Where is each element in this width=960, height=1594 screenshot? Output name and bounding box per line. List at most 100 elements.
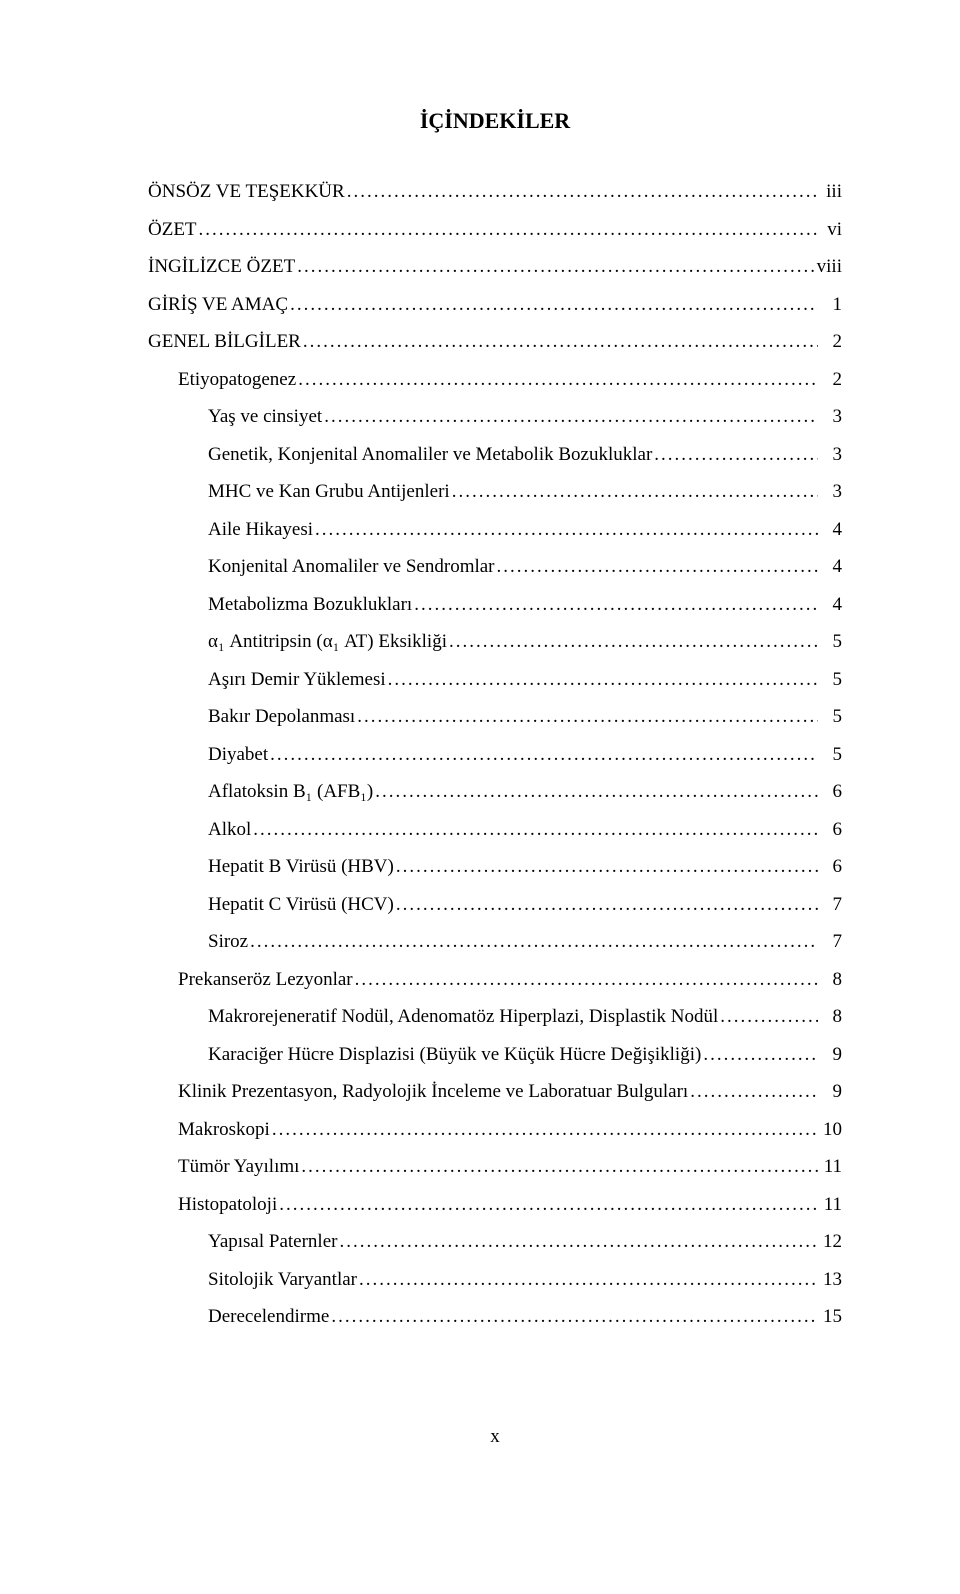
toc-leader-dots bbox=[313, 520, 818, 539]
toc-entry-label: GİRİŞ VE AMAÇ bbox=[148, 295, 288, 314]
toc-entry-label: Derecelendirme bbox=[208, 1307, 329, 1326]
toc-leader-dots bbox=[688, 1082, 818, 1101]
toc-entry-page: 11 bbox=[818, 1157, 842, 1176]
toc-entry: Tümör Yayılımı 11 bbox=[148, 1157, 842, 1176]
toc-entry: Siroz7 bbox=[148, 932, 842, 951]
toc-entry: Karaciğer Hücre Displazisi (Büyük ve Küç… bbox=[148, 1045, 842, 1064]
toc-leader-dots bbox=[295, 257, 816, 276]
toc-entry-label: Yaş ve cinsiyet bbox=[208, 407, 322, 426]
toc-leader-dots bbox=[394, 857, 818, 876]
toc-entry-label: Makrorejeneratif Nodül, Adenomatöz Hiper… bbox=[208, 1007, 718, 1026]
toc-leader-dots bbox=[251, 820, 818, 839]
toc-entry-page: 4 bbox=[818, 557, 842, 576]
toc-entry: α₁ Antitripsin (α₁ AT) Eksikliği5 bbox=[148, 632, 842, 651]
toc-entry-page: 5 bbox=[818, 745, 842, 764]
toc-entry-label: Hepatit B Virüsü (HBV) bbox=[208, 857, 394, 876]
toc-entry: Makroskopi10 bbox=[148, 1120, 842, 1139]
toc-entry-label: Makroskopi bbox=[178, 1120, 270, 1139]
toc-entry: GİRİŞ VE AMAÇ 1 bbox=[148, 295, 842, 314]
toc-entry: Metabolizma Bozuklukları4 bbox=[148, 595, 842, 614]
toc-entry: Sitolojik Varyantlar 13 bbox=[148, 1270, 842, 1289]
toc-entry-page: 15 bbox=[818, 1307, 842, 1326]
toc-entry-label: Tümör Yayılımı bbox=[178, 1157, 299, 1176]
toc-entry-label: Karaciğer Hücre Displazisi (Büyük ve Küç… bbox=[208, 1045, 701, 1064]
toc-leader-dots bbox=[718, 1007, 818, 1026]
toc-leader-dots bbox=[450, 482, 818, 501]
toc-entry-label: α₁ Antitripsin (α₁ AT) Eksikliği bbox=[208, 632, 447, 651]
toc-entry: Bakır Depolanması 5 bbox=[148, 707, 842, 726]
toc-leader-dots bbox=[394, 895, 818, 914]
toc-entry: MHC ve Kan Grubu Antijenleri 3 bbox=[148, 482, 842, 501]
toc-leader-dots bbox=[447, 632, 818, 651]
toc-entry-label: Konjenital Anomaliler ve Sendromlar bbox=[208, 557, 495, 576]
toc-entry-label: Genetik, Konjenital Anomaliler ve Metabo… bbox=[208, 445, 652, 464]
toc-entry: Derecelendirme 15 bbox=[148, 1307, 842, 1326]
toc-entry-page: 5 bbox=[818, 707, 842, 726]
toc-entry-label: İNGİLİZCE ÖZET bbox=[148, 257, 295, 276]
toc-leader-dots bbox=[386, 670, 818, 689]
toc-entry-page: 2 bbox=[818, 370, 842, 389]
toc-entry-page: 8 bbox=[818, 1007, 842, 1026]
toc-entry: ÖZETvi bbox=[148, 220, 842, 239]
toc-entry-page: 7 bbox=[818, 895, 842, 914]
page-number: x bbox=[148, 1426, 842, 1448]
toc-entry: Diyabet 5 bbox=[148, 745, 842, 764]
toc-leader-dots bbox=[355, 707, 818, 726]
toc-leader-dots bbox=[270, 1120, 818, 1139]
toc-entry: Aflatoksin B₁ (AFB₁) 6 bbox=[148, 782, 842, 801]
table-of-contents: ÖNSÖZ VE TEŞEKKÜRiii ÖZETvi İNGİLİZCE ÖZET… bbox=[148, 182, 842, 1326]
toc-entry-label: Etiyopatogenez bbox=[178, 370, 296, 389]
toc-entry: Hepatit B Virüsü (HBV)6 bbox=[148, 857, 842, 876]
toc-leader-dots bbox=[197, 220, 818, 239]
toc-entry-label: Metabolizma Bozuklukları bbox=[208, 595, 412, 614]
toc-entry-label: Sitolojik Varyantlar bbox=[208, 1270, 357, 1289]
toc-entry-label: Aile Hikayesi bbox=[208, 520, 313, 539]
toc-entry: Histopatoloji 11 bbox=[148, 1195, 842, 1214]
toc-entry: ÖNSÖZ VE TEŞEKKÜRiii bbox=[148, 182, 842, 201]
toc-entry-label: Siroz bbox=[208, 932, 248, 951]
toc-leader-dots bbox=[495, 557, 818, 576]
toc-entry-page: 12 bbox=[818, 1232, 842, 1251]
toc-leader-dots bbox=[248, 932, 818, 951]
toc-leader-dots bbox=[357, 1270, 818, 1289]
toc-leader-dots bbox=[268, 745, 818, 764]
toc-leader-dots bbox=[296, 370, 818, 389]
toc-leader-dots bbox=[277, 1195, 818, 1214]
toc-entry: Klinik Prezentasyon, Radyolojik İnceleme… bbox=[148, 1082, 842, 1101]
toc-entry-label: Diyabet bbox=[208, 745, 268, 764]
toc-entry-label: Klinik Prezentasyon, Radyolojik İnceleme… bbox=[178, 1082, 688, 1101]
toc-entry-page: vi bbox=[818, 220, 842, 239]
toc-entry-label: Aflatoksin B₁ (AFB₁) bbox=[208, 782, 373, 801]
toc-entry-label: Alkol bbox=[208, 820, 251, 839]
toc-entry-page: 9 bbox=[818, 1045, 842, 1064]
toc-leader-dots bbox=[353, 970, 818, 989]
toc-entry-label: Aşırı Demir Yüklemesi bbox=[208, 670, 386, 689]
toc-entry: Etiyopatogenez 2 bbox=[148, 370, 842, 389]
toc-leader-dots bbox=[345, 182, 818, 201]
toc-entry-page: viii bbox=[817, 257, 842, 276]
toc-leader-dots bbox=[288, 295, 818, 314]
toc-entry-label: Yapısal Paternler bbox=[208, 1232, 337, 1251]
toc-entry-label: Histopatoloji bbox=[178, 1195, 277, 1214]
toc-entry-page: 1 bbox=[818, 295, 842, 314]
toc-entry-label: MHC ve Kan Grubu Antijenleri bbox=[208, 482, 450, 501]
toc-entry-page: 3 bbox=[818, 482, 842, 501]
toc-entry-page: 11 bbox=[818, 1195, 842, 1214]
toc-entry-page: 3 bbox=[818, 445, 842, 464]
toc-entry-label: Bakır Depolanması bbox=[208, 707, 355, 726]
toc-entry-page: 8 bbox=[818, 970, 842, 989]
toc-leader-dots bbox=[337, 1232, 818, 1251]
toc-entry: Yapısal Paternler 12 bbox=[148, 1232, 842, 1251]
toc-entry-page: 13 bbox=[818, 1270, 842, 1289]
toc-entry-page: 3 bbox=[818, 407, 842, 426]
toc-entry-page: 6 bbox=[818, 782, 842, 801]
toc-entry-page: 5 bbox=[818, 670, 842, 689]
toc-entry-label: Prekanseröz Lezyonlar bbox=[178, 970, 353, 989]
toc-leader-dots bbox=[329, 1307, 818, 1326]
toc-entry: Alkol6 bbox=[148, 820, 842, 839]
toc-entry: Aşırı Demir Yüklemesi 5 bbox=[148, 670, 842, 689]
toc-entry-page: iii bbox=[818, 182, 842, 201]
toc-entry: İNGİLİZCE ÖZET viii bbox=[148, 257, 842, 276]
toc-leader-dots bbox=[301, 332, 818, 351]
toc-leader-dots bbox=[299, 1157, 818, 1176]
